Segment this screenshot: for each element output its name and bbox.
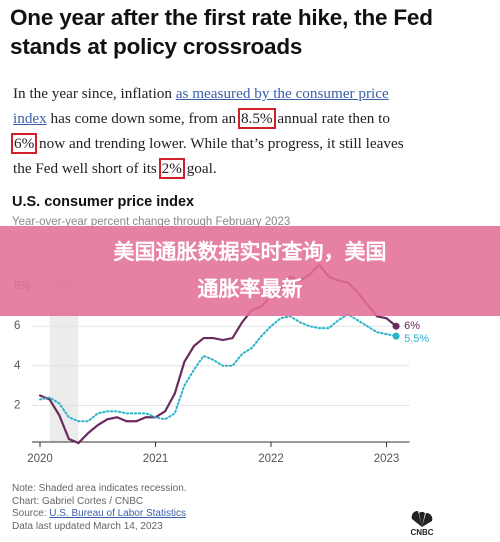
logo-text: CNBC bbox=[410, 528, 433, 537]
end-dot bbox=[392, 332, 400, 340]
note: Note: Shaded area indicates recession. bbox=[12, 483, 187, 494]
x-tick-label: 2020 bbox=[27, 453, 53, 465]
chart-title: U.S. consumer price index bbox=[12, 194, 194, 210]
end-dot bbox=[392, 322, 400, 330]
headline: One year after the first rate hike, the … bbox=[10, 5, 433, 59]
series-line bbox=[39, 313, 398, 423]
logo-icon bbox=[411, 510, 433, 527]
text: annual rate then to bbox=[273, 110, 390, 127]
y-tick-label: 6 bbox=[14, 320, 20, 332]
highlight: 8.5% bbox=[237, 108, 276, 129]
logo: CNBC bbox=[410, 510, 434, 537]
x-tick-label: 2023 bbox=[374, 453, 400, 465]
note: Chart: Gabriel Cortes / CNBC bbox=[12, 495, 144, 507]
banner: 美国通胀数据实时查询，美国 通胀率最新 bbox=[0, 226, 500, 316]
note: Data last updated March 14, 2023 bbox=[12, 520, 163, 532]
text: has come down some, from an bbox=[46, 110, 240, 127]
text: In the year since, inflation bbox=[13, 85, 176, 102]
x-tick-label: 2021 bbox=[143, 453, 169, 465]
text: goal. bbox=[182, 160, 217, 177]
value-label: 5.5% bbox=[404, 333, 429, 345]
chart-subtitle: Year-over-year percent change through Fe… bbox=[12, 216, 290, 228]
banner-text: 美国通胀数据实时查询，美国 bbox=[113, 240, 387, 264]
highlight: 2% bbox=[158, 158, 185, 179]
paragraph: In the year since, inflation as measured… bbox=[10, 81, 413, 181]
text: now and trending lower. While that’s pro… bbox=[13, 135, 404, 177]
highlight: 6% bbox=[10, 133, 38, 154]
link[interactable]: U.S. Bureau of Labor Statistics bbox=[49, 508, 186, 519]
x-tick-label: 2022 bbox=[258, 453, 284, 465]
y-tick-label: 2 bbox=[14, 399, 20, 411]
notes: Note: Shaded area indicates recession. C… bbox=[12, 483, 187, 533]
banner-text: 通胀率最新 bbox=[197, 277, 303, 301]
value-label: 6% bbox=[404, 320, 420, 332]
text: Source: bbox=[12, 508, 50, 519]
note: Source: U.S. Bureau of Labor Statistics bbox=[12, 508, 187, 521]
link[interactable]: as measured by the consumer price index bbox=[13, 85, 389, 127]
y-tick-label: 4 bbox=[14, 360, 21, 372]
